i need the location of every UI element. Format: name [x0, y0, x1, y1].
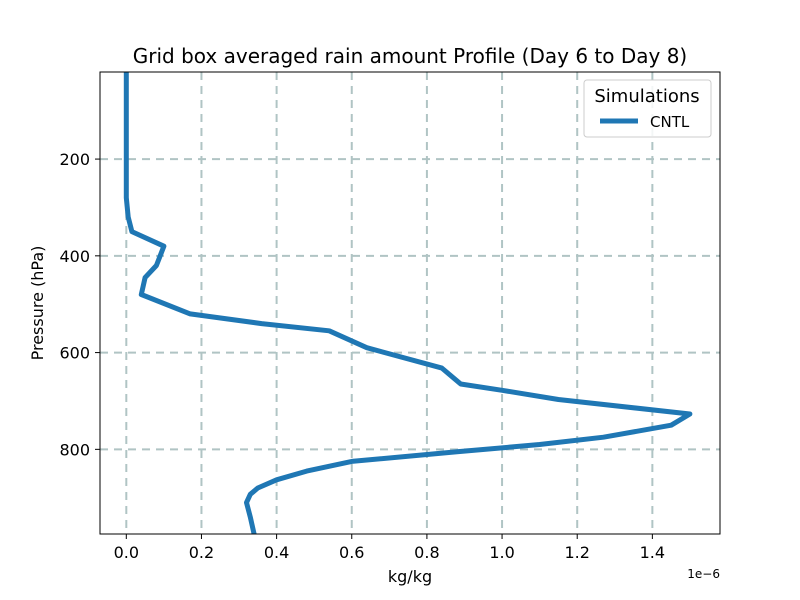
x-axis-offset-label: 1e−6 — [687, 567, 720, 581]
tick-layer: 0.0 0.2 0.4 0.6 0.8 1.0 1.2 1.4 200 400 600 800 — [59, 150, 665, 562]
x-axis-title: kg/kg — [388, 567, 432, 586]
plot-frame — [99, 71, 721, 535]
legend-label-cntl: CNTL — [650, 113, 690, 131]
grid-lines — [100, 72, 720, 534]
series-line-cntl — [123, 72, 693, 534]
x-tick-label: 1.4 — [640, 543, 665, 562]
x-tick-label: 1.0 — [489, 543, 514, 562]
legend-title: Simulations — [594, 86, 699, 107]
x-tick-label: 1.2 — [564, 543, 589, 562]
x-tick-label: 0.8 — [414, 543, 439, 562]
x-tick-label: 0.6 — [339, 543, 364, 562]
chart-title: Grid box averaged rain amount Profile (D… — [133, 44, 687, 68]
series-layer — [123, 72, 693, 534]
y-tick-label: 400 — [59, 247, 90, 266]
y-axis-title: Pressure (hPa) — [28, 246, 47, 361]
y-tick-label: 600 — [59, 344, 90, 363]
x-tick-label: 0.4 — [264, 543, 289, 562]
y-tick-label: 800 — [59, 440, 90, 459]
legend: Simulations CNTL — [583, 79, 712, 138]
y-tick-label: 200 — [59, 150, 90, 169]
x-tick-label: 0.2 — [189, 543, 214, 562]
x-tick-label: 0.0 — [114, 543, 139, 562]
